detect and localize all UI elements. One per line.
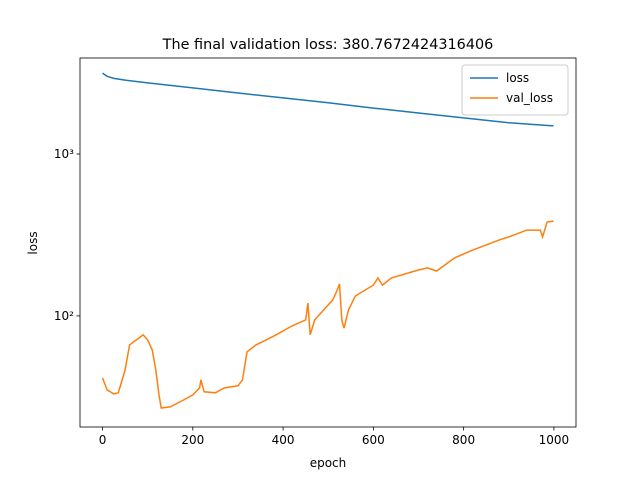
legend-label: loss bbox=[506, 71, 529, 85]
legend-label: val_loss bbox=[506, 91, 553, 105]
y-axis-label: loss bbox=[26, 231, 40, 254]
x-tick-label: 1000 bbox=[539, 433, 570, 447]
x-tick-label: 0 bbox=[99, 433, 107, 447]
line-val-loss bbox=[101, 220, 554, 409]
y-tick-label: 10³ bbox=[54, 147, 74, 161]
x-axis-label: epoch bbox=[310, 456, 347, 470]
line-loss bbox=[102, 72, 554, 127]
y-tick-label: 10² bbox=[54, 309, 74, 323]
x-tick-label: 200 bbox=[181, 433, 204, 447]
x-tick-label: 600 bbox=[362, 433, 385, 447]
x-tick-label: 800 bbox=[452, 433, 475, 447]
plot-frame bbox=[79, 57, 577, 428]
x-tick-label: 400 bbox=[272, 433, 295, 447]
chart-title: The final validation loss: 380.767242431… bbox=[162, 37, 494, 53]
